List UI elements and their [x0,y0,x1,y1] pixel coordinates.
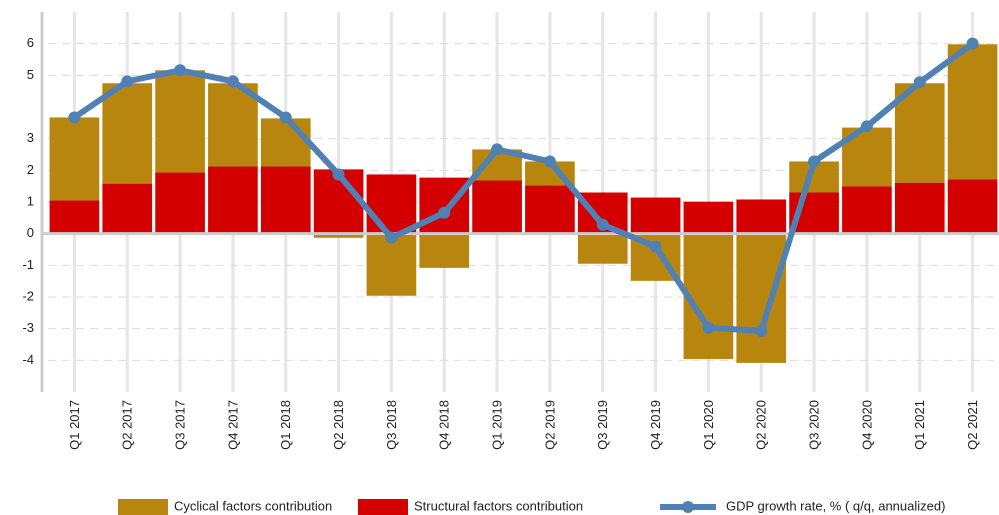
bar [155,70,205,173]
legend-label: Cyclical factors contribution [174,498,332,513]
line-point [385,231,398,244]
y-tick-label: 2 [27,162,34,177]
bar [260,118,311,167]
bar [577,233,628,264]
line-point [543,155,556,168]
bar [208,166,258,234]
bar [155,172,205,234]
x-tick-label: Q3 2017 [173,400,188,450]
x-tick-label: Q3 2019 [595,400,610,450]
x-tick-label: Q2 2021 [965,400,980,450]
x-tick-label: Q1 2020 [701,400,716,450]
x-tick-label: Q2 2017 [120,400,135,450]
x-tick-label: Q2 2020 [754,400,769,450]
x-tick-label: Q4 2018 [437,400,452,450]
line-point [913,76,926,89]
legend-label: Structural factors contribution [414,498,583,513]
bar [419,177,470,234]
x-tick-label: Q4 2020 [859,400,874,450]
bar [208,83,258,167]
x-tick-label: Q4 2017 [225,400,240,450]
bar [102,183,153,234]
legend-label: GDP growth rate, % ( q/q, annualized) [726,498,945,513]
y-tick-label: -4 [22,352,34,367]
bar [947,179,998,234]
y-tick-label: -2 [22,288,34,303]
y-tick-label: 1 [27,193,34,208]
line-point [226,75,239,88]
x-tick-label: Q4 2019 [648,400,663,450]
legend-swatch [358,499,408,515]
line-point [966,37,979,50]
line-point [596,218,609,231]
line-point [332,168,345,181]
x-tick-label: Q1 2018 [278,400,293,450]
bar [102,83,153,184]
line-point [649,240,662,253]
line-point [68,111,81,124]
x-tick-label: Q1 2021 [912,400,927,450]
x-tick-label: Q2 2019 [542,400,557,450]
y-tick-label: 5 [27,67,34,82]
x-tick-label: Q1 2017 [67,400,82,450]
bar [683,201,734,234]
bar [947,44,998,180]
line-point [279,111,292,124]
line-point [491,143,504,156]
bar [630,197,681,234]
bar [525,185,575,234]
line [72,41,975,334]
legend-marker [682,501,694,513]
line-point [755,324,768,337]
bar [683,233,734,360]
line-point [174,64,187,77]
bar [736,199,787,234]
y-tick-label: -3 [22,320,34,335]
bar [366,233,417,296]
bar [366,174,417,234]
line-point [808,155,821,168]
line-point [438,206,451,219]
line-point [121,75,134,88]
bar [736,233,787,363]
bar [313,233,364,238]
y-tick-label: 3 [27,130,34,145]
x-tick-label: Q3 2020 [807,400,822,450]
x-tick-label: Q1 2019 [490,400,505,450]
line-point [860,120,873,133]
y-tick-label: 6 [27,35,34,50]
bar [894,182,945,234]
x-tick-label: Q3 2018 [384,400,399,450]
bar [49,200,100,234]
y-tick-label: 0 [27,225,34,240]
bar [49,117,100,201]
bar [260,166,311,234]
bar [419,233,470,268]
y-tick-label: -1 [22,257,34,272]
bar [472,180,522,234]
x-tick-label: Q2 2018 [331,400,346,450]
legend-swatch [118,499,168,515]
bar [842,186,892,234]
line-point [702,321,715,334]
